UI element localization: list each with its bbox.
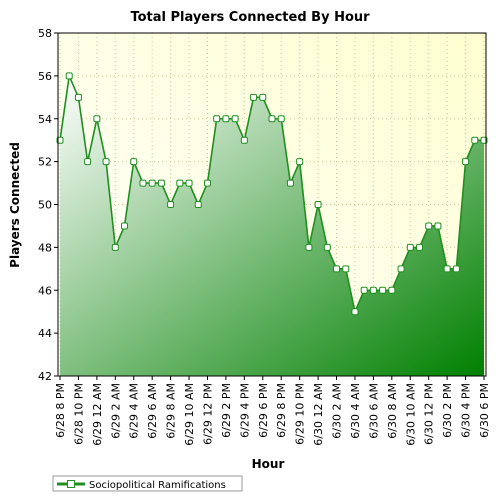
x-tick-label-4: 6/29 4 AM xyxy=(128,383,141,439)
x-tick-label-19: 6/30 10 AM xyxy=(404,383,417,446)
y-tick-label-5: 52 xyxy=(38,156,52,169)
x-tick-label-23: 6/30 6 PM xyxy=(478,383,491,438)
x-tick-label-2: 6/29 12 AM xyxy=(91,383,104,446)
data-point-8 xyxy=(130,158,138,166)
data-point-41 xyxy=(434,222,442,230)
y-tick-label-3: 48 xyxy=(38,241,52,254)
y-tick-label-6: 54 xyxy=(38,113,52,126)
data-point-2 xyxy=(74,93,82,101)
y-tick-label-2: 46 xyxy=(38,284,52,297)
data-point-27 xyxy=(305,243,313,251)
data-point-32 xyxy=(351,308,359,316)
data-point-9 xyxy=(139,179,147,187)
data-points xyxy=(56,72,488,316)
x-tick-label-9: 6/29 2 PM xyxy=(220,383,233,438)
x-tick-label-1: 6/28 10 PM xyxy=(72,383,85,445)
data-point-42 xyxy=(443,265,451,273)
data-point-10 xyxy=(148,179,156,187)
data-point-21 xyxy=(250,93,258,101)
data-point-5 xyxy=(102,158,110,166)
data-point-1 xyxy=(65,72,73,80)
legend-box xyxy=(52,475,243,492)
x-tick-label-11: 6/29 6 PM xyxy=(257,383,270,438)
data-point-20 xyxy=(240,136,248,144)
data-point-11 xyxy=(157,179,165,187)
data-point-38 xyxy=(406,243,414,251)
data-point-3 xyxy=(84,158,92,166)
x-tick-label-0: 6/28 8 PM xyxy=(54,383,67,438)
x-tick-label-16: 6/30 4 AM xyxy=(349,383,362,439)
data-point-19 xyxy=(231,115,239,123)
data-point-14 xyxy=(185,179,193,187)
data-point-25 xyxy=(286,179,294,187)
legend-marker-icon xyxy=(67,480,75,488)
data-point-26 xyxy=(296,158,304,166)
y-tick-label-8: 58 xyxy=(38,27,52,40)
y-tick-label-7: 56 xyxy=(38,70,52,83)
legend-label: Sociopolitical Ramifications xyxy=(89,480,226,491)
data-point-31 xyxy=(342,265,350,273)
x-tick-label-17: 6/30 6 AM xyxy=(367,383,380,439)
x-tick-label-8: 6/29 12 PM xyxy=(201,383,214,445)
x-tick-label-12: 6/29 8 PM xyxy=(275,383,288,438)
data-point-23 xyxy=(268,115,276,123)
x-tick-label-7: 6/29 10 AM xyxy=(183,383,196,446)
data-point-35 xyxy=(379,286,387,294)
data-point-13 xyxy=(176,179,184,187)
data-point-17 xyxy=(213,115,221,123)
data-point-34 xyxy=(369,286,377,294)
x-tick-label-22: 6/30 4 PM xyxy=(460,383,473,438)
x-axis-label: Hour xyxy=(252,457,285,471)
x-tick-label-5: 6/29 6 AM xyxy=(146,383,159,439)
data-point-28 xyxy=(314,201,322,208)
data-point-44 xyxy=(462,158,470,166)
legend: Sociopolitical Ramifications xyxy=(52,475,243,492)
x-tick-label-21: 6/30 2 PM xyxy=(441,383,454,438)
data-point-36 xyxy=(388,286,396,294)
x-tick-label-13: 6/29 10 PM xyxy=(294,383,307,445)
chart-title: Total Players Connected By Hour xyxy=(130,10,370,25)
data-point-15 xyxy=(194,201,202,208)
x-tick-label-3: 6/29 2 AM xyxy=(109,383,122,439)
y-axis-label: Players Connected xyxy=(8,142,22,268)
data-point-7 xyxy=(121,222,129,230)
data-area xyxy=(60,75,484,376)
x-tick-label-20: 6/30 12 PM xyxy=(423,383,436,445)
data-point-33 xyxy=(360,286,368,294)
x-tick-label-6: 6/29 8 AM xyxy=(165,383,178,439)
data-point-39 xyxy=(415,243,423,251)
data-point-30 xyxy=(333,265,341,273)
y-tick-label-1: 44 xyxy=(38,327,52,340)
data-point-6 xyxy=(111,243,119,251)
data-point-4 xyxy=(93,115,101,123)
data-point-18 xyxy=(222,115,230,123)
data-point-12 xyxy=(167,201,175,208)
data-point-45 xyxy=(471,136,479,144)
y-axis: 42 44 46 48 50 52 54 56 58 xyxy=(38,27,58,383)
data-point-29 xyxy=(323,243,331,251)
y-tick-label-0: 42 xyxy=(38,370,52,383)
data-point-37 xyxy=(397,265,405,273)
data-point-24 xyxy=(277,115,285,123)
x-tick-label-10: 6/29 4 PM xyxy=(238,383,251,438)
x-tick-label-14: 6/30 12 AM xyxy=(312,383,325,446)
x-tick-label-18: 6/30 8 AM xyxy=(386,383,399,439)
data-point-22 xyxy=(259,93,267,101)
data-point-40 xyxy=(425,222,433,230)
y-tick-label-4: 50 xyxy=(38,199,52,212)
data-point-16 xyxy=(203,179,211,187)
x-axis: 6/28 8 PM 6/28 10 PM 6/29 12 AM 6/29 2 AM 6/… xyxy=(54,376,491,446)
data-point-43 xyxy=(452,265,460,273)
x-tick-label-15: 6/30 2 AM xyxy=(331,383,344,439)
